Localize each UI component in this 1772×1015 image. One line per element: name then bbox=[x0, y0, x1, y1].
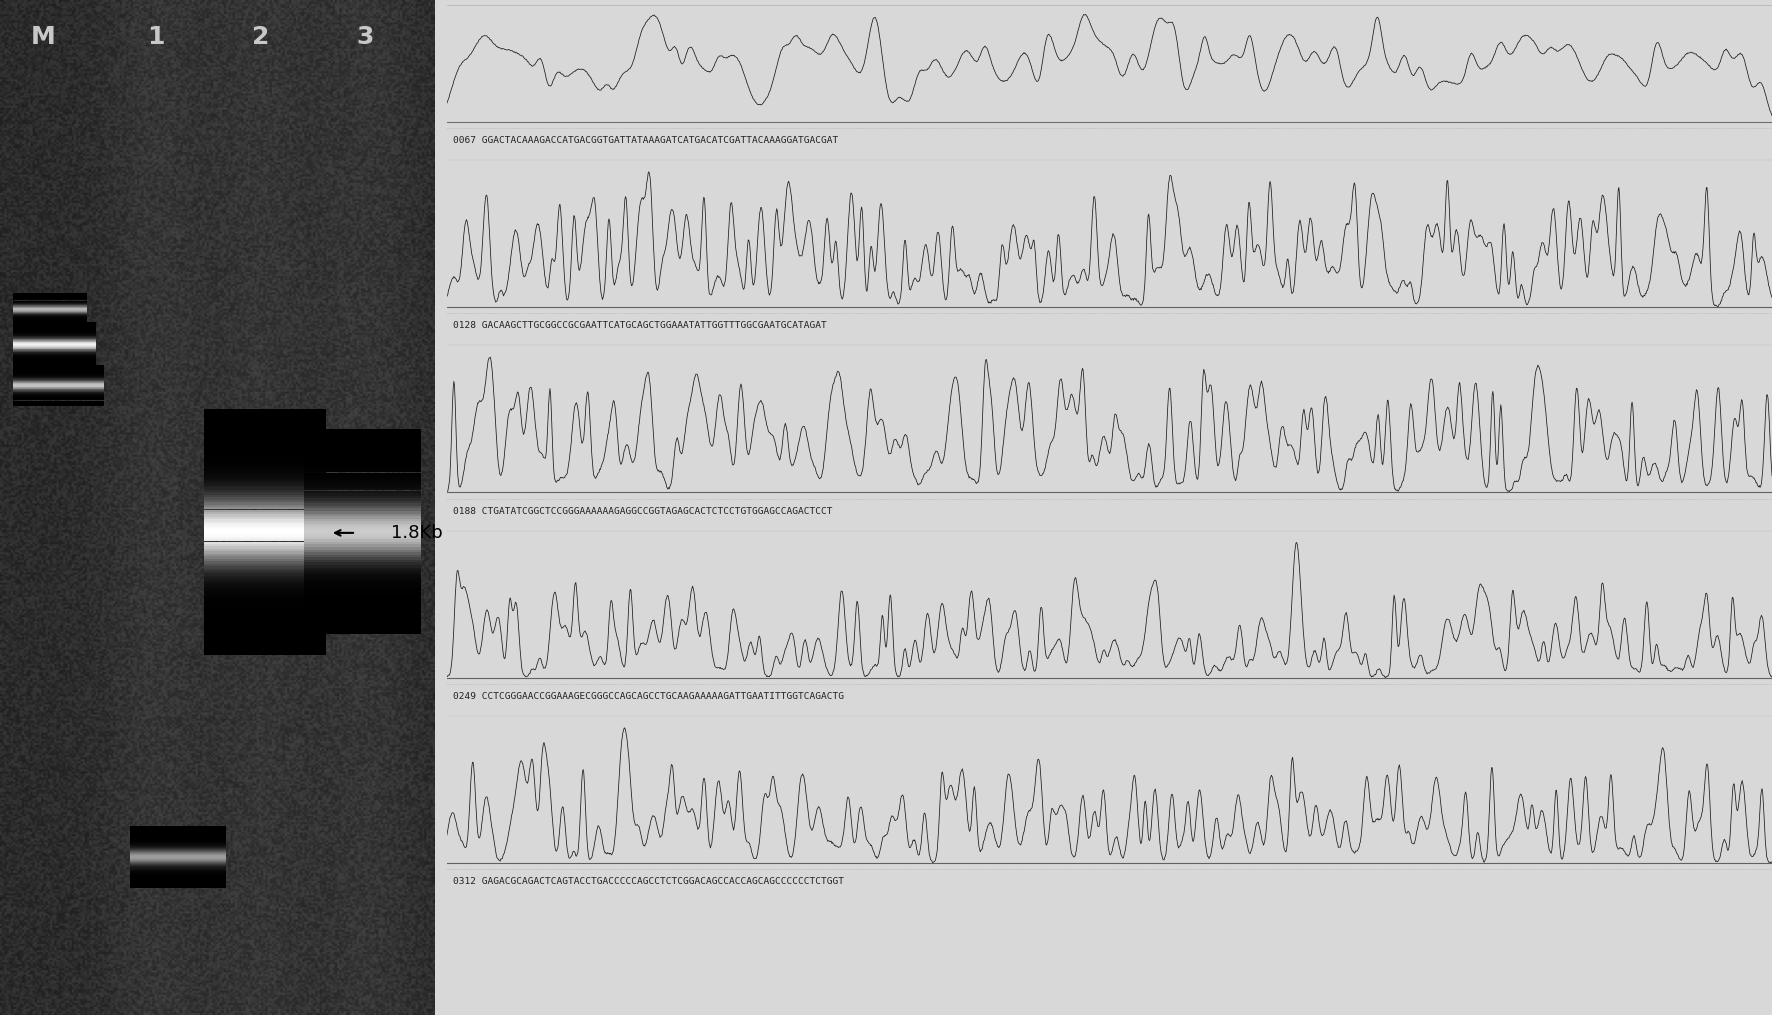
Text: 0249 CCTCGGGAACCGGAAAGECGGGCCAGCAGCCTGCAAGAAAAAGATTGAATITTGGTCAGACTG: 0249 CCTCGGGAACCGGAAAGECGGGCCAGCAGCCTGCA… bbox=[454, 692, 843, 701]
Text: 2: 2 bbox=[252, 25, 269, 50]
Text: 0188 CTGATATCGGCTCCGGGAAAAAAGAGGCCGGTAGAGCACTCTCCTGTGGAGCCAGACTCCT: 0188 CTGATATCGGCTCCGGGAAAAAAGAGGCCGGTAGA… bbox=[454, 506, 833, 516]
Text: M: M bbox=[32, 25, 55, 50]
Text: 1: 1 bbox=[147, 25, 165, 50]
Text: 0067 GGACTACAAAGACCATGACGGTGATTATAAAGATCATGACATCGATTACAAAGGATGACGAT: 0067 GGACTACAAAGACCATGACGGTGATTATAAAGATC… bbox=[454, 136, 838, 145]
Text: 1.8Kb: 1.8Kb bbox=[390, 524, 443, 542]
Text: 0128 GACAAGCTTGCGGCCGCGAATTCATGCAGCTGGAAATATTGGTTTGGCGAATGCATAGAT: 0128 GACAAGCTTGCGGCCGCGAATTCATGCAGCTGGAA… bbox=[454, 322, 828, 330]
Text: 3: 3 bbox=[356, 25, 374, 50]
Text: 0312 GAGACGCAGACTCAGTACCTGACCCCCAGCCTCTCGGACAGCCACCAGCAGCCCCCCTCTGGT: 0312 GAGACGCAGACTCAGTACCTGACCCCCAGCCTCTC… bbox=[454, 877, 843, 886]
